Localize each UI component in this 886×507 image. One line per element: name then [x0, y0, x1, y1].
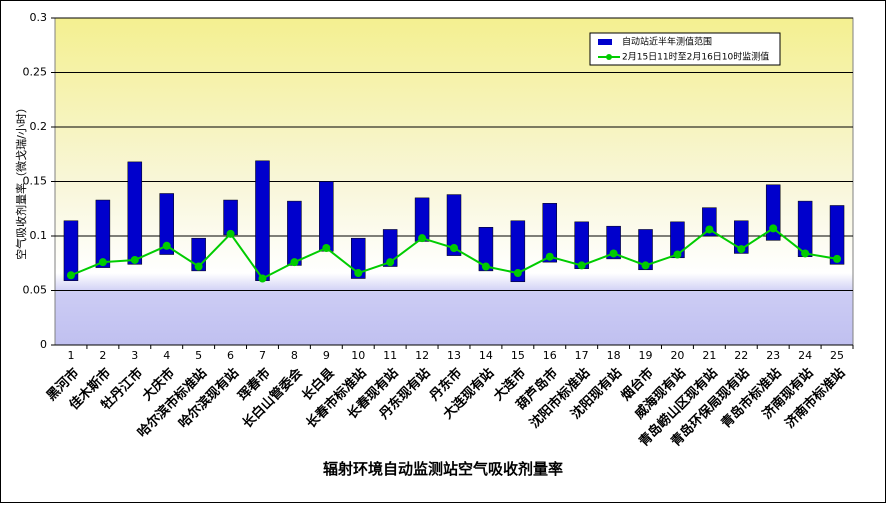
- point: [386, 258, 395, 267]
- x-tick-number: 22: [734, 349, 748, 362]
- range-bar: [606, 225, 621, 260]
- x-tick-number: 25: [830, 349, 844, 362]
- legend-box: [589, 32, 781, 66]
- x-tick-number: 20: [670, 349, 684, 362]
- point: [66, 271, 75, 280]
- range-bar: [223, 199, 238, 236]
- x-tick-number: 24: [798, 349, 812, 362]
- x-tick-number: 3: [131, 349, 138, 362]
- point: [226, 229, 235, 238]
- y-tick-label: 0.25: [23, 66, 48, 79]
- y-tick-label: 0.15: [23, 175, 48, 188]
- x-tick-number: 15: [511, 349, 525, 362]
- x-tick-number: 1: [67, 349, 74, 362]
- x-tick-number: 14: [479, 349, 493, 362]
- legend-marker: [606, 54, 612, 60]
- point: [481, 262, 490, 271]
- x-tick-number: 23: [766, 349, 780, 362]
- x-tick-number: 19: [639, 349, 653, 362]
- range-bar: [638, 229, 653, 271]
- point: [833, 254, 842, 263]
- x-tick-number: 12: [415, 349, 429, 362]
- range-bar: [734, 220, 749, 254]
- point: [162, 241, 171, 250]
- x-tick-number: 2: [99, 349, 106, 362]
- x-tick-number: 6: [227, 349, 234, 362]
- point: [98, 258, 107, 267]
- point: [322, 243, 331, 252]
- legend-label: 2月15日11时至2月16日10时监测值: [622, 51, 769, 63]
- range-bar: [95, 199, 111, 268]
- point: [354, 269, 363, 278]
- point: [194, 262, 203, 271]
- x-axis-title: 辐射环境自动监测站空气吸收剂量率: [323, 460, 563, 478]
- legend-swatch: [598, 39, 612, 45]
- range-bar: [542, 203, 558, 263]
- point: [545, 252, 554, 261]
- y-tick-label: 0: [40, 338, 47, 351]
- point: [130, 255, 139, 264]
- point: [801, 249, 810, 258]
- y-tick-label: 0.1: [30, 229, 48, 242]
- y-tick-label: 0.3: [30, 11, 48, 24]
- point: [769, 224, 778, 233]
- range-bar: [127, 161, 143, 265]
- range-bar: [63, 220, 79, 281]
- legend-label: 自动站近半年测值范围: [622, 36, 712, 48]
- x-tick-number: 11: [383, 349, 397, 362]
- point: [290, 258, 299, 267]
- range-bar: [255, 160, 270, 281]
- range-bar: [159, 193, 174, 255]
- x-tick-number: 16: [543, 349, 557, 362]
- point: [258, 274, 267, 283]
- x-tick-number: 4: [163, 349, 170, 362]
- x-tick-number: 7: [259, 349, 266, 362]
- point: [705, 225, 714, 234]
- range-bar: [350, 237, 366, 279]
- point: [609, 249, 618, 258]
- range-bar: [382, 229, 398, 267]
- point: [641, 261, 650, 270]
- point: [577, 261, 586, 270]
- legend: 自动站近半年测值范围 2月15日11时至2月16日10时监测值: [589, 32, 781, 66]
- range-bar: [446, 194, 462, 256]
- y-tick-label: 0.05: [23, 284, 48, 297]
- x-tick-number: 21: [702, 349, 716, 362]
- range-bar: [510, 220, 526, 283]
- point: [418, 234, 427, 243]
- point: [737, 245, 746, 254]
- range-bar: [319, 181, 334, 252]
- x-tick-number: 10: [351, 349, 365, 362]
- x-tick-number: 8: [291, 349, 298, 362]
- x-tick-number: 18: [607, 349, 621, 362]
- y-axis-label: 空气吸收剂量率（微戈瑞/小时）: [14, 102, 28, 260]
- y-tick-label: 0.2: [30, 120, 48, 133]
- x-tick-number: 17: [575, 349, 589, 362]
- x-tick-number: 13: [447, 349, 461, 362]
- point: [450, 243, 458, 252]
- x-tick-number: 9: [323, 349, 330, 362]
- range-bar: [478, 227, 494, 272]
- point: [513, 269, 522, 278]
- point: [673, 250, 682, 259]
- range-bar: [287, 200, 302, 266]
- x-tick-number: 5: [195, 349, 202, 362]
- range-bar: [829, 205, 845, 265]
